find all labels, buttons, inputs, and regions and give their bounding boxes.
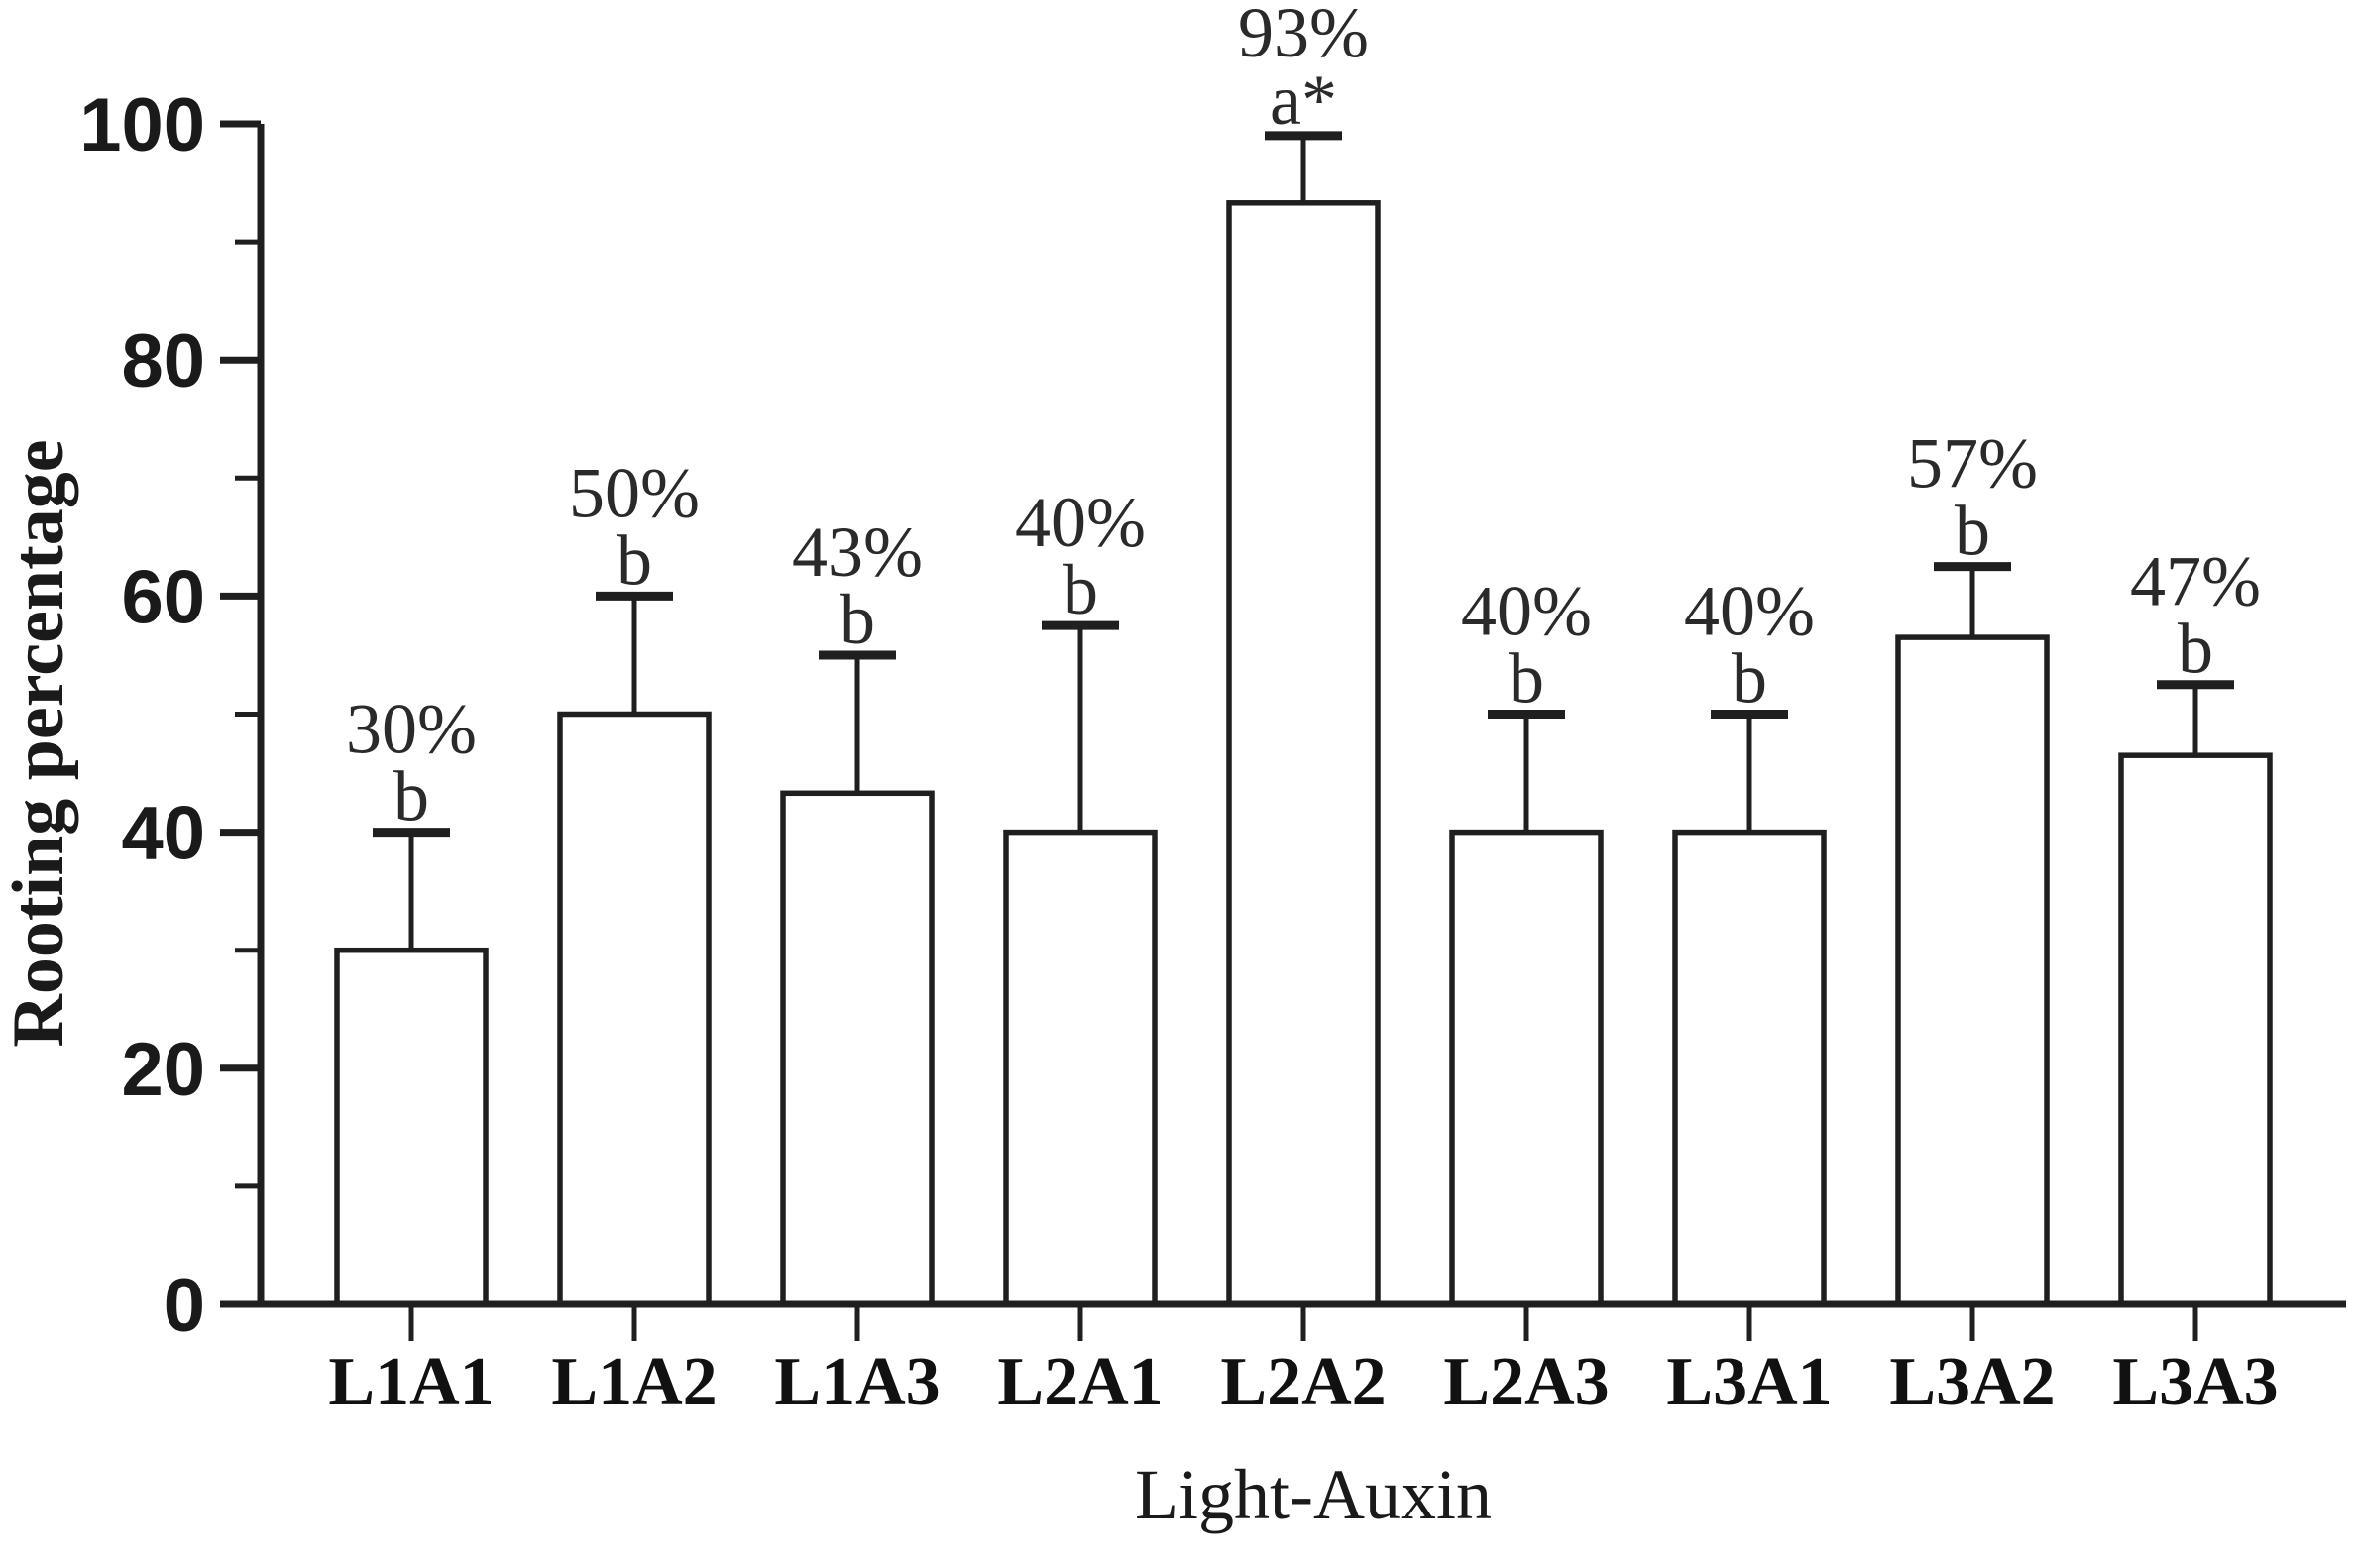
bar-letter-label: a*: [1270, 60, 1337, 140]
x-tick-label: L2A3: [1443, 1344, 1609, 1420]
x-tick-label: L3A3: [2112, 1344, 2278, 1420]
bar-value-label: 40%: [1461, 572, 1592, 651]
y-tick-label: 80: [121, 319, 205, 403]
bar-letter-label: b: [1063, 550, 1098, 629]
bar: [1895, 634, 2050, 1307]
bar: [1672, 829, 1827, 1307]
bar-letter-label: b: [2178, 610, 2213, 689]
x-tick-label: L3A1: [1666, 1344, 1832, 1420]
bar-value-label: 50%: [569, 453, 700, 532]
chart-generated-layer: 30%bL1A150%bL1A243%bL1A340%bL2A193%a*L2A…: [79, 0, 2346, 1420]
bar: [2118, 752, 2273, 1307]
x-axis-title: Light-Auxin: [1135, 1455, 1492, 1534]
y-tick-label: 40: [121, 792, 205, 876]
x-tick-label: L1A2: [551, 1344, 717, 1420]
bar-value-label: 43%: [792, 512, 923, 592]
x-tick-label: L2A2: [1220, 1344, 1386, 1420]
bar: [780, 790, 935, 1307]
bar-value-label: 47%: [2130, 542, 2261, 621]
bar: [1449, 829, 1604, 1307]
bar: [334, 947, 489, 1307]
bar: [1226, 200, 1381, 1307]
y-tick-label: 20: [121, 1028, 205, 1112]
bar-value-label: 40%: [1015, 483, 1146, 562]
y-axis-title: Rooting percentage: [0, 439, 79, 1047]
x-tick-label: L1A1: [328, 1344, 494, 1420]
y-tick-label: 60: [121, 555, 205, 639]
bar-letter-label: b: [1955, 492, 1990, 571]
x-tick-label: L3A2: [1889, 1344, 2055, 1420]
x-tick-label: L1A3: [774, 1344, 940, 1420]
bar-value-label: 30%: [346, 690, 477, 769]
bar-letter-label: b: [1509, 639, 1544, 719]
bar: [1003, 829, 1158, 1307]
bar: [557, 711, 712, 1307]
x-tick-label: L2A1: [997, 1344, 1163, 1420]
y-tick-label: 100: [79, 83, 205, 168]
bar-letter-label: b: [393, 757, 429, 837]
bar-letter-label: b: [840, 580, 875, 659]
y-tick-label: 0: [164, 1264, 205, 1348]
bar-value-label: 40%: [1684, 572, 1815, 651]
bar-letter-label: b: [1732, 639, 1767, 719]
bar-value-label: 57%: [1907, 424, 2038, 504]
bar-letter-label: b: [617, 520, 652, 600]
bar-value-label: 93%: [1238, 0, 1369, 72]
